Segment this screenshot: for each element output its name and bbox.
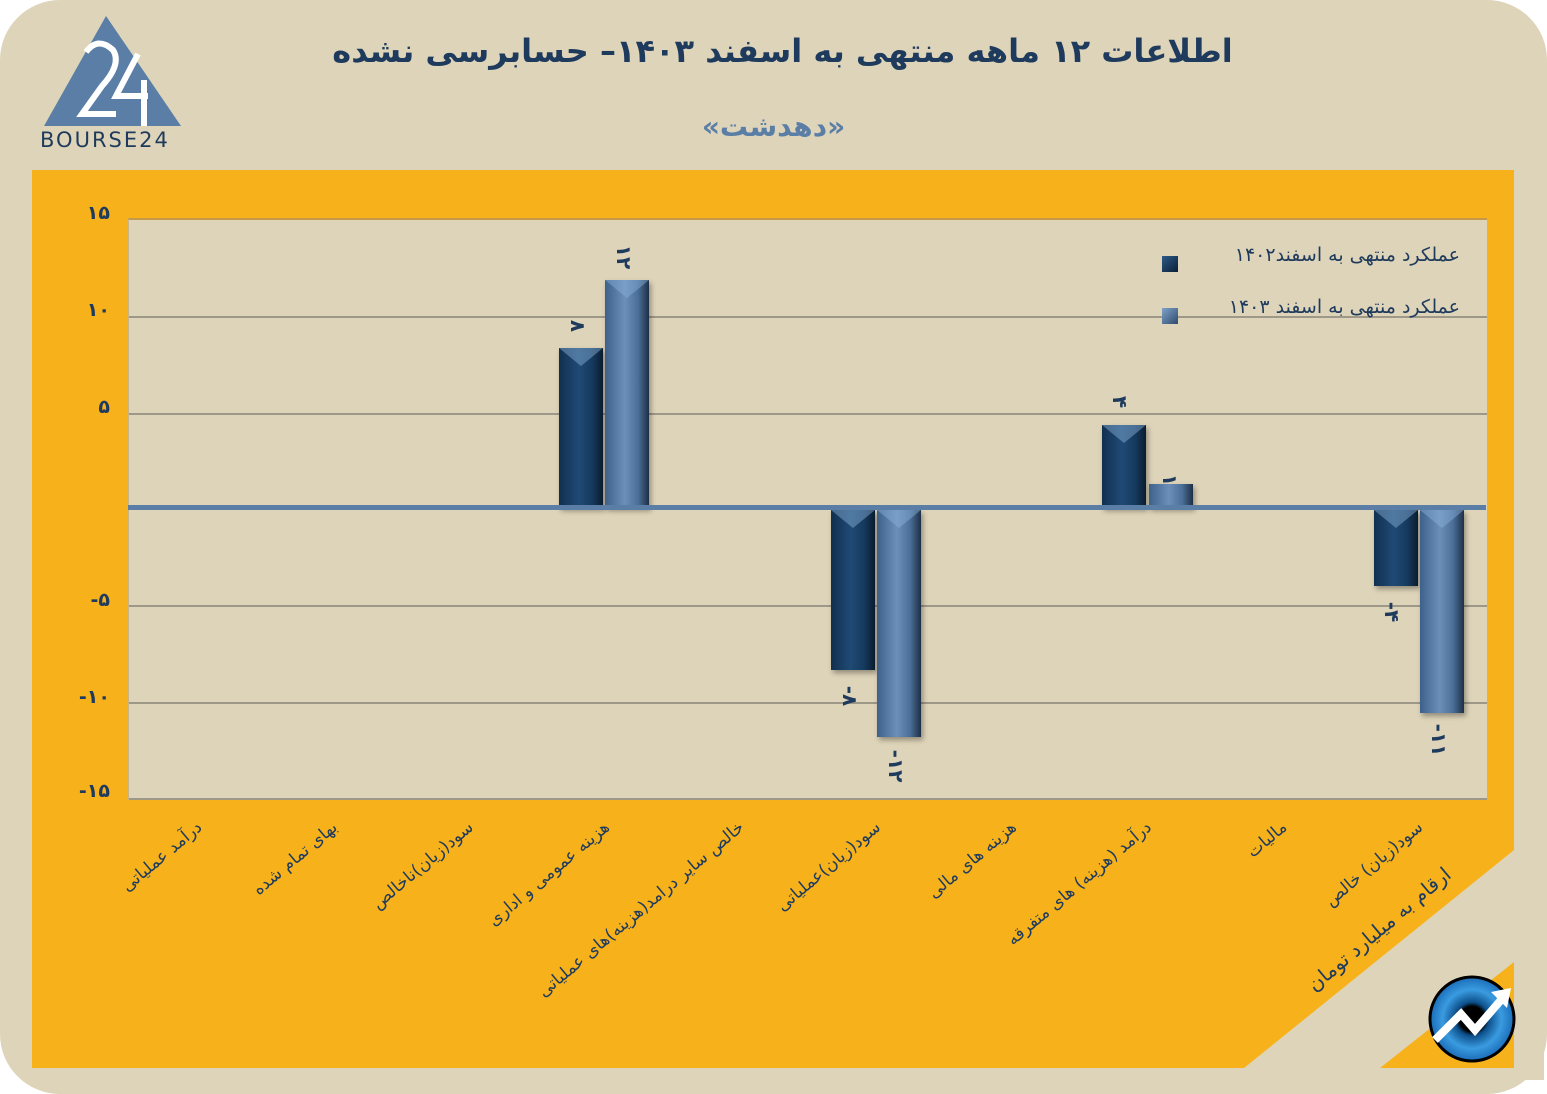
y-tick-15: ۱۵ [86, 202, 110, 224]
data-label: ۴ [1108, 395, 1132, 409]
gridline [129, 316, 1487, 318]
legend-item-1403[interactable]: عملکرد منتهی به اسفند ۱۴۰۳ [1160, 296, 1480, 348]
legend-label: عملکرد منتهی به اسفند ۱۴۰۳ [1228, 296, 1460, 318]
chart-legend: عملکرد منتهی به اسفند۱۴۰۲ عملکرد منتهی ب… [1160, 244, 1480, 348]
bar-1402-general-admin[interactable] [559, 348, 603, 508]
legend-swatch-1403 [1162, 308, 1178, 324]
bar-1403-operating-profit[interactable] [877, 510, 921, 737]
data-label: -۱۲ [884, 749, 908, 783]
chart-subtitle: «دهدشت» [701, 110, 846, 143]
y-tick-neg10: -۱۰ [78, 686, 110, 708]
data-label: ۱۲ [612, 244, 636, 270]
chart-title: اطلاعات ۱۲ ماهه منتهی به اسفند ۱۴۰۳– حسا… [332, 32, 1233, 70]
data-label: -۴ [1380, 601, 1404, 623]
logo-text: BOURSE24 [40, 128, 170, 152]
bar-1402-net-profit[interactable] [1374, 510, 1418, 586]
gridline [129, 413, 1487, 415]
data-label: -۸ [838, 685, 862, 707]
y-tick-neg5: -۵ [90, 589, 110, 611]
bourse24-logo-icon [44, 16, 181, 126]
legend-label: عملکرد منتهی به اسفند۱۴۰۲ [1234, 244, 1460, 266]
gridline [129, 605, 1487, 607]
y-tick-10: ۱۰ [86, 299, 110, 321]
y-tick-neg15: -۱۵ [78, 780, 110, 802]
data-label: ۱ [1158, 473, 1182, 487]
legend-item-1402[interactable]: عملکرد منتهی به اسفند۱۴۰۲ [1160, 244, 1480, 296]
bar-1403-misc-income[interactable] [1149, 484, 1193, 508]
gridline [129, 798, 1487, 800]
gridline [129, 702, 1487, 704]
zero-axis-line [128, 505, 1486, 510]
bar-1403-net-profit[interactable] [1420, 510, 1464, 713]
data-label: -۱۱ [1427, 723, 1451, 757]
data-label: ۸ [566, 319, 590, 333]
bar-1402-misc-income[interactable] [1102, 425, 1146, 508]
bar-1402-operating-profit[interactable] [831, 510, 875, 670]
trend-up-icon [1428, 975, 1516, 1063]
y-tick-5: ۵ [98, 396, 110, 418]
bar-1403-general-admin[interactable] [605, 280, 649, 508]
legend-swatch-1402 [1162, 256, 1178, 272]
